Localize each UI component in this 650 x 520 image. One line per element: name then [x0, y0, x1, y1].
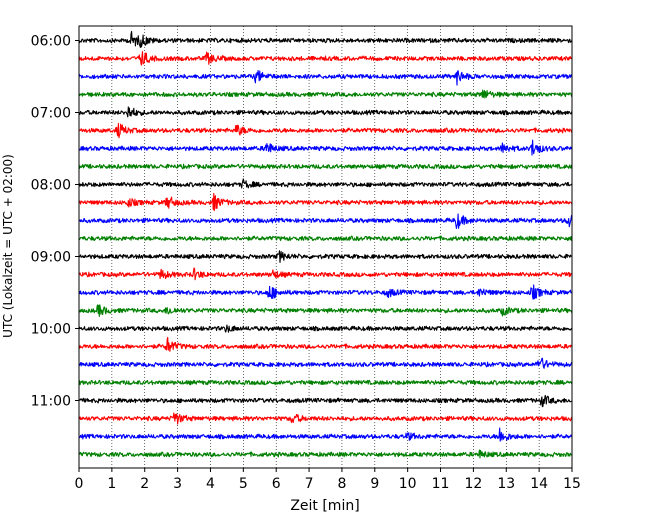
y-tick-label: 06:00 — [31, 34, 71, 50]
plot-area — [79, 26, 572, 468]
seismogram-trace — [78, 267, 573, 281]
x-tick-label: 0 — [75, 476, 84, 492]
x-tick-label: 13 — [497, 476, 515, 492]
x-tick-label: 8 — [337, 476, 346, 492]
seismogram-trace — [78, 412, 573, 425]
seismogram-trace — [78, 357, 573, 369]
seismogram-trace — [78, 30, 573, 48]
seismogram-trace — [78, 394, 573, 408]
seismogram-trace — [78, 192, 573, 212]
x-axis: 0 1 2 3 4 5 6 7 8 9 10 11 12 13 14 15 — [75, 468, 581, 492]
x-tick-label: 4 — [206, 476, 215, 492]
y-tick-label: 10:00 — [31, 322, 71, 338]
seismogram-trace — [78, 427, 573, 442]
seismogram-trace — [78, 70, 573, 86]
x-tick-label: 7 — [305, 476, 314, 492]
y-tick-label: 07:00 — [31, 106, 71, 122]
seismogram-trace — [78, 449, 573, 459]
y-tick-label: 08:00 — [31, 178, 71, 194]
x-tick-label: 3 — [173, 476, 182, 492]
x-tick-label: 10 — [399, 476, 417, 492]
x-tick-label: 9 — [370, 476, 379, 492]
y-tick-label: 11:00 — [31, 394, 71, 410]
y-tick-label: 09:00 — [31, 250, 71, 266]
plot-frame — [78, 25, 573, 469]
y-axis: 06:00 07:00 08:00 09:00 10:00 11:00 — [31, 34, 79, 410]
seismogram-trace — [78, 139, 573, 156]
seismogram-trace — [78, 51, 573, 66]
trace-layer — [78, 30, 573, 459]
x-tick-label: 14 — [530, 476, 548, 492]
seismogram-trace — [78, 284, 573, 300]
seismogram-trace — [78, 324, 573, 333]
seismogram-trace — [78, 178, 573, 189]
x-tick-label: 15 — [563, 476, 581, 492]
x-tick-label: 12 — [464, 476, 482, 492]
seismogram-trace — [78, 379, 573, 386]
seismogram-trace — [78, 89, 573, 99]
x-tick-label: 5 — [239, 476, 248, 492]
seismogram-trace — [78, 235, 573, 242]
seismogram-trace — [78, 250, 573, 263]
y-axis-title: UTC (Lokalzeit = UTC + 02:00) — [1, 154, 15, 338]
x-axis-title: Zeit [min] — [290, 498, 359, 514]
seismogram-trace — [78, 163, 573, 170]
seismogram-trace — [78, 304, 573, 318]
x-tick-label: 11 — [432, 476, 450, 492]
seismogram-trace — [78, 336, 573, 352]
seismogram-trace — [78, 213, 573, 229]
seismogram-trace — [78, 106, 573, 118]
seismogram-trace — [78, 122, 573, 139]
x-tick-label: 1 — [107, 476, 116, 492]
x-tick-label: 6 — [272, 476, 281, 492]
x-tick-label: 2 — [140, 476, 149, 492]
